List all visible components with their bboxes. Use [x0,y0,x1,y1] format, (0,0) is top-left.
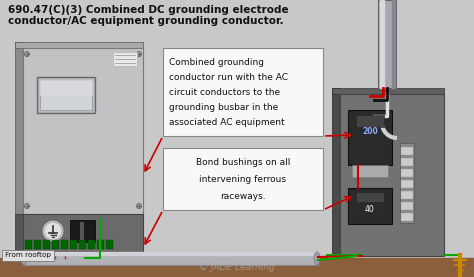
Bar [79,240,86,249]
Bar [88,240,95,249]
Bar [70,240,77,249]
Bar [401,202,413,210]
Bar [15,42,23,214]
Bar [378,0,396,88]
Bar [332,88,340,256]
Bar [356,192,384,202]
Bar [52,240,59,249]
Bar [163,48,323,136]
Text: Combined grounding: Combined grounding [169,58,264,67]
Ellipse shape [314,252,320,265]
Bar [340,94,444,256]
Bar [400,143,414,223]
Bar [352,165,388,177]
Bar [61,240,68,249]
Bar [392,0,395,88]
Circle shape [137,204,142,209]
Bar [23,48,143,214]
Bar [401,147,413,155]
Text: circuit conductors to the: circuit conductors to the [169,88,280,97]
Bar [356,115,384,127]
Text: 200: 200 [362,127,378,137]
Bar [70,220,95,242]
Bar [34,240,41,249]
Bar [113,52,137,66]
Bar [43,240,50,249]
Bar [40,80,92,95]
Bar [348,188,392,224]
Text: raceways.: raceways. [220,192,266,201]
Bar [97,240,104,249]
Bar [2,250,54,261]
Bar [40,80,92,110]
Text: From rooftop: From rooftop [5,253,51,258]
Bar [401,158,413,166]
Bar [106,240,113,249]
Bar [0,258,474,277]
Bar [25,240,32,249]
Bar [401,180,413,188]
Bar [401,213,413,221]
Bar [163,148,323,210]
Text: conductor run with the AC: conductor run with the AC [169,73,288,82]
Bar [23,252,318,255]
Text: intervening ferrous: intervening ferrous [200,175,286,184]
Bar [23,252,318,265]
Bar [15,214,23,252]
Circle shape [42,220,64,242]
Bar [380,0,384,88]
Circle shape [137,52,142,57]
Circle shape [44,222,62,240]
Text: associated AC equipment: associated AC equipment [169,118,284,127]
Text: Bond bushings on all: Bond bushings on all [196,158,290,167]
Text: 40: 40 [365,206,375,214]
Bar [15,42,143,48]
Ellipse shape [21,252,27,265]
Text: grounding busbar in the: grounding busbar in the [169,103,278,112]
Bar [37,77,95,113]
Bar [23,214,143,252]
Text: © JADE Learning: © JADE Learning [199,263,275,273]
Circle shape [25,52,29,57]
Bar [401,169,413,177]
Text: 690.47(C)(3) Combined DC grounding electrode: 690.47(C)(3) Combined DC grounding elect… [8,5,289,15]
Circle shape [25,204,29,209]
Bar [401,191,413,199]
Bar [332,88,444,94]
Bar [348,110,392,165]
Text: conductor/AC equipment grounding conductor.: conductor/AC equipment grounding conduct… [8,16,283,26]
